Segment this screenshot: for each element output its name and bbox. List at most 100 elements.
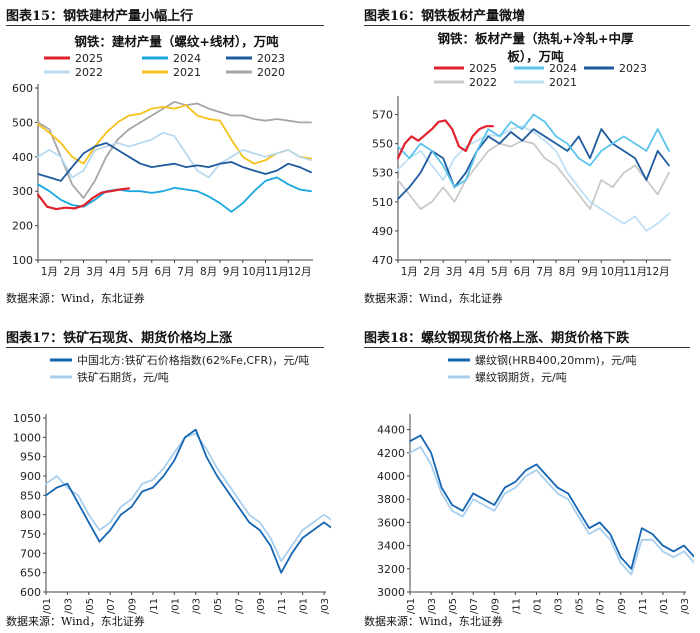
legend-label: 2022	[469, 76, 497, 89]
y-tick-label: 510	[372, 196, 393, 209]
x-tick-label: 8月	[200, 266, 217, 278]
y-tick-label: 3600	[377, 516, 405, 529]
x-tick-label: 24/05	[213, 598, 224, 614]
x-tick-label: 25/01	[659, 598, 670, 614]
panel-label: 图表15：钢铁建材产量小幅上行	[6, 9, 194, 24]
x-tick-label: 24/11	[638, 598, 649, 614]
series-line-HRB40020mm	[409, 434, 694, 570]
chart-panel-15: 图表15：钢铁建材产量小幅上行 钢铁：建材产量（螺纹+线材），万吨 2025 202…	[6, 0, 331, 310]
panel-title-rule	[6, 347, 324, 348]
y-tick-label: 4000	[377, 470, 405, 483]
chart-16: 钢铁：板材产量（热轧+冷轧+中厚板），万吨 2025 2024 2023 2022 202…	[372, 31, 671, 278]
series-line-2020	[37, 100, 312, 199]
series-line-	[409, 446, 694, 576]
y-tick-label: 200	[12, 220, 33, 233]
series-line-2023	[397, 128, 670, 200]
chart-panel-16: 图表16：钢铁板材产量微增 钢铁：板材产量（热轧+冷轧+中厚 板），万吨 2025 2…	[364, 0, 694, 310]
panel-source: 数据来源：Wind，东北证券	[364, 615, 503, 628]
y-tick-label: 650	[20, 567, 41, 580]
x-tick-label: 23/01	[406, 598, 417, 614]
panel-label: 图表18：螺纹钢现货价格上涨、期货价格下跌	[364, 331, 630, 346]
series-line-2021	[397, 125, 670, 232]
x-tick-label: 12月	[646, 266, 670, 278]
x-tick-label: 24/09	[617, 598, 628, 614]
legend-label: 螺纹钢期货，元/吨	[475, 370, 567, 384]
x-tick-label: 23/05	[448, 598, 459, 614]
x-tick-label: 4月	[468, 266, 485, 278]
panel-label: 图表17：铁矿石现货、期货价格均上涨	[6, 331, 233, 346]
panel-title-rule	[364, 25, 690, 26]
panel-source: 数据来源：Wind，东北证券	[364, 292, 503, 305]
x-tick-label: 23/07	[469, 598, 480, 614]
x-tick-label: 23/09	[490, 598, 501, 614]
series-line-2022	[37, 131, 312, 179]
x-tick-label: 24/03	[554, 598, 565, 614]
x-tick-label: 24/05	[575, 598, 586, 614]
legend-label: 2025	[469, 62, 497, 75]
x-tick-label: 5月	[491, 266, 508, 278]
legend-label: 2021	[549, 76, 577, 89]
x-tick-label: 10月	[242, 266, 266, 278]
chart-title: 钢铁：板材产量（热轧+冷轧+中厚	[438, 31, 634, 46]
series-line-2025	[396, 119, 494, 160]
y-tick-label: 3400	[377, 540, 405, 553]
x-tick-label: 12月	[288, 266, 312, 278]
x-tick-label: 24/07	[234, 598, 245, 614]
x-tick-label: 5月	[132, 266, 149, 278]
y-tick-label: 950	[20, 451, 41, 464]
y-tick-label: 3000	[377, 586, 405, 599]
series-line-	[45, 432, 331, 562]
x-tick-label: 24/01	[532, 598, 543, 614]
panel-source: 数据来源：Wind，东北证券	[6, 615, 145, 628]
y-tick-label: 850	[20, 489, 41, 502]
legend-label: 2025	[75, 52, 103, 65]
x-tick-label: 23/07	[106, 598, 117, 614]
y-tick-label: 3800	[377, 493, 405, 506]
x-tick-label: 23/05	[85, 598, 96, 614]
legend-label: 铁矿石期货，元/吨	[77, 370, 169, 384]
legend-label: 2024	[549, 62, 577, 75]
legend-label: 2020	[257, 66, 285, 79]
y-tick-label: 1050	[13, 412, 41, 425]
x-tick-label: 10月	[601, 266, 625, 278]
x-tick-label: 23/11	[511, 598, 522, 614]
y-tick-label: 4400	[377, 424, 405, 437]
y-tick-label: 3200	[377, 563, 405, 576]
panel-title-rule	[6, 25, 324, 26]
series-line-2025	[36, 187, 131, 211]
y-tick-label: 400	[12, 151, 33, 164]
x-tick-label: 4月	[109, 266, 126, 278]
y-tick-label: 4200	[377, 447, 405, 460]
x-tick-label: 23/09	[128, 598, 139, 614]
y-tick-label: 600	[20, 586, 41, 599]
x-tick-label: 1月	[41, 266, 58, 278]
y-tick-label: 1000	[13, 431, 41, 444]
panel-label: 图表16：钢铁板材产量微增	[364, 9, 526, 24]
x-tick-label: 25/03	[680, 598, 691, 614]
x-tick-label: 2月	[423, 266, 440, 278]
x-tick-label: 23/11	[149, 598, 160, 614]
series-line-62FeCFR	[45, 428, 331, 574]
x-tick-label: 1月	[401, 266, 418, 278]
y-tick-label: 470	[372, 254, 393, 267]
y-tick-label: 800	[20, 509, 41, 522]
x-tick-label: 23/03	[427, 598, 438, 614]
series-line-2021	[37, 104, 312, 165]
y-tick-label: 550	[372, 138, 393, 151]
x-tick-label: 7月	[536, 266, 553, 278]
x-tick-label: 23/01	[42, 598, 53, 614]
x-tick-label: 24/01	[170, 598, 181, 614]
y-tick-label: 700	[20, 547, 41, 560]
y-tick-label: 300	[12, 185, 33, 198]
x-tick-label: 3月	[86, 266, 103, 278]
x-tick-label: 24/03	[192, 598, 203, 614]
x-tick-label: 24/07	[596, 598, 607, 614]
legend-label: 2022	[75, 66, 103, 79]
x-tick-label: 9月	[223, 266, 240, 278]
panel-title-rule	[364, 347, 690, 348]
y-tick-label: 750	[20, 528, 41, 541]
x-tick-label: 3月	[446, 266, 463, 278]
series-line-2022	[397, 139, 670, 210]
